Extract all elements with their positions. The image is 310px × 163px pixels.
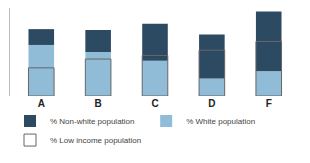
svg-text:% White population: % White population: [186, 117, 255, 126]
svg-text:F: F: [266, 98, 272, 109]
svg-text:C: C: [151, 98, 159, 109]
svg-text:% Low income population: % Low income population: [50, 136, 141, 145]
svg-text:% Non-white population: % Non-white population: [50, 117, 135, 126]
svg-text:A: A: [37, 98, 45, 109]
svg-text:B: B: [94, 98, 102, 109]
svg-text:D: D: [208, 98, 216, 109]
